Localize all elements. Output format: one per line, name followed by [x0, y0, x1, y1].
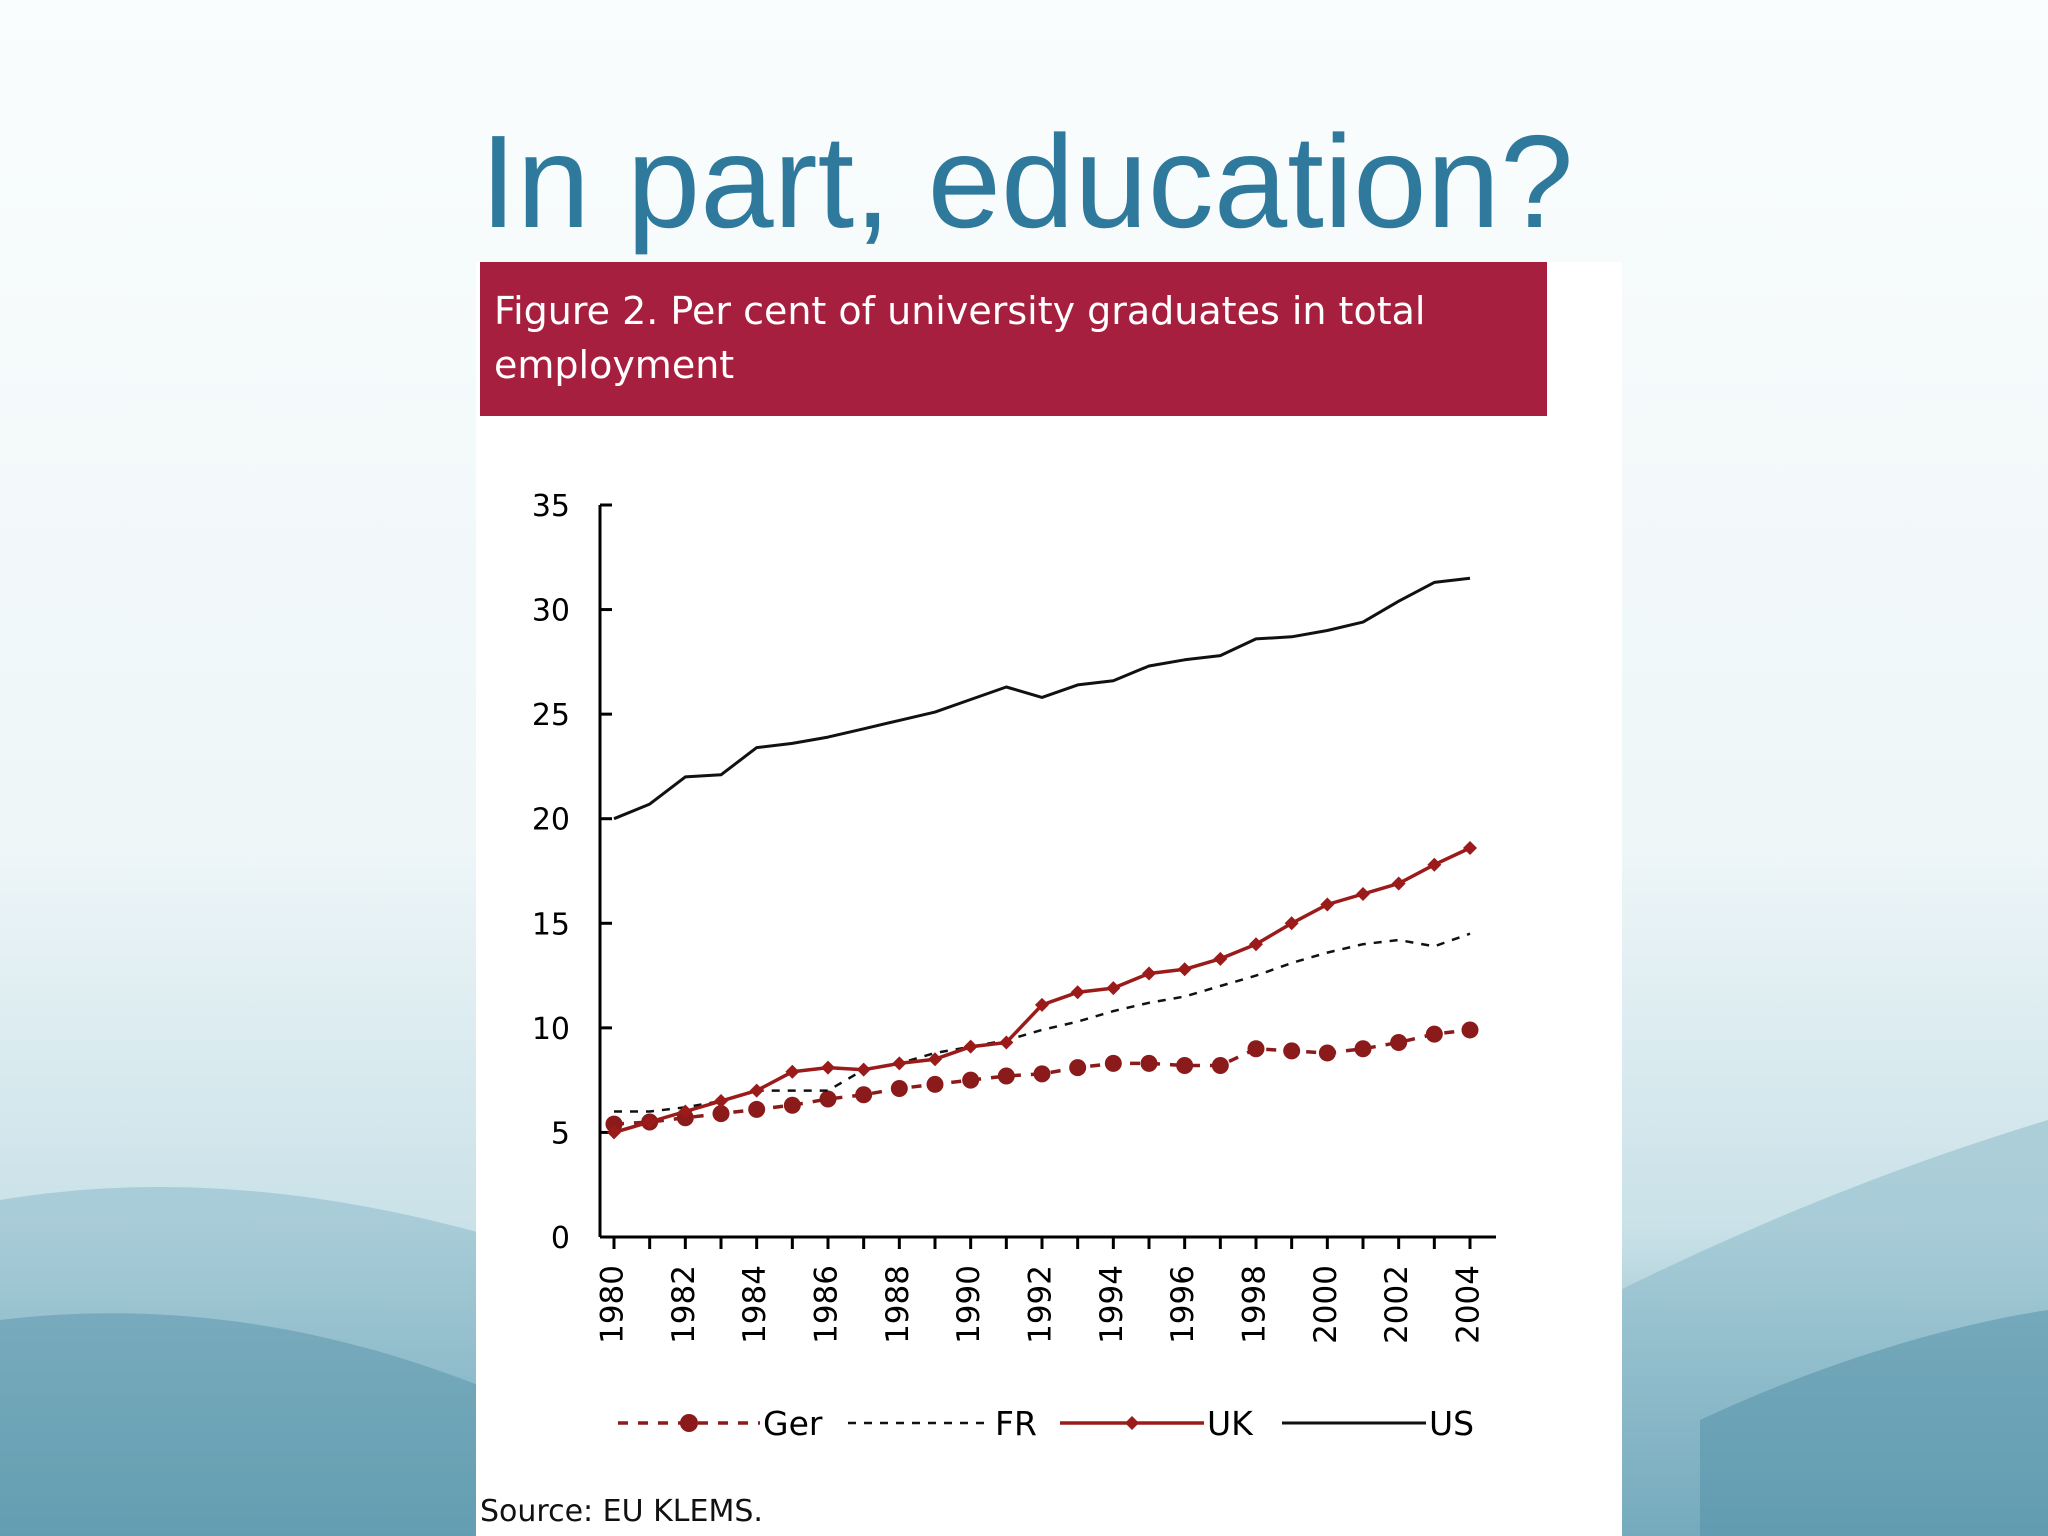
- chart-series: [605, 576, 1479, 1140]
- x-tick-label: 2000: [1308, 1265, 1344, 1344]
- data-point-uk: [1427, 857, 1442, 872]
- data-point-uk: [1142, 966, 1156, 981]
- data-point-uk: [1320, 897, 1335, 912]
- data-point-uk: [856, 1062, 871, 1077]
- x-tick-label: 1990: [951, 1265, 987, 1344]
- data-point-ger: [712, 1105, 730, 1123]
- legend-marker-uk: [1125, 1416, 1139, 1430]
- data-point-uk: [1106, 981, 1121, 996]
- y-tick-label: 25: [532, 698, 570, 733]
- x-tick-label: 1984: [737, 1265, 773, 1344]
- figure-caption-bar: Figure 2. Per cent of university graduat…: [480, 262, 1547, 416]
- data-point-uk: [999, 1035, 1014, 1050]
- data-point-uk: [963, 1039, 978, 1054]
- data-point-uk: [1391, 876, 1406, 891]
- data-point-uk: [1070, 985, 1085, 1000]
- x-tick-label: 1986: [809, 1265, 845, 1344]
- figure-panel: [476, 262, 1622, 1536]
- data-point-uk: [1249, 937, 1263, 952]
- data-point-uk: [1213, 951, 1228, 966]
- data-point-uk: [642, 1114, 657, 1129]
- data-point-ger: [1354, 1040, 1372, 1058]
- legend-label-fr: FR: [995, 1404, 1037, 1443]
- data-point-uk: [714, 1094, 728, 1109]
- data-point-uk: [678, 1104, 693, 1119]
- data-point-ger: [748, 1100, 766, 1118]
- slide-title: In part, education?: [480, 108, 1574, 255]
- data-point-ger: [1283, 1042, 1301, 1060]
- data-point-uk: [1035, 997, 1049, 1012]
- data-point-uk: [821, 1060, 835, 1075]
- data-point-uk: [1356, 887, 1370, 902]
- series-line-fr: [614, 932, 1471, 1113]
- data-point-uk: [1284, 916, 1299, 931]
- data-point-ger: [890, 1080, 908, 1098]
- y-tick-label: 10: [532, 1012, 570, 1047]
- series-line-uk: [613, 846, 1471, 1135]
- data-point-ger: [1176, 1057, 1194, 1075]
- data-point-ger: [1211, 1057, 1229, 1075]
- data-point-uk: [607, 1125, 621, 1140]
- data-point-ger: [1390, 1033, 1408, 1051]
- data-point-ger: [1425, 1025, 1443, 1043]
- x-tick-label: 1998: [1237, 1265, 1273, 1344]
- x-tick-label: 1996: [1165, 1265, 1201, 1344]
- figure-caption: Figure 2. Per cent of university graduat…: [494, 289, 1426, 387]
- y-tick-label: 5: [551, 1116, 570, 1151]
- data-point-ger: [926, 1075, 944, 1093]
- legend-label-uk: UK: [1207, 1404, 1254, 1443]
- x-tick-label: 1988: [880, 1265, 916, 1344]
- y-tick-label: 15: [532, 907, 570, 942]
- data-point-uk: [1177, 962, 1192, 977]
- data-point-ger: [997, 1067, 1015, 1085]
- x-tick-label: 1980: [595, 1265, 631, 1344]
- x-tick-label: 1992: [1023, 1265, 1059, 1344]
- legend-label-us: US: [1429, 1404, 1474, 1443]
- series-line-us: [613, 576, 1471, 821]
- data-point-ger: [1033, 1065, 1051, 1083]
- data-point-ger: [1461, 1021, 1479, 1039]
- data-point-ger: [819, 1090, 837, 1108]
- x-tick-label: 1982: [666, 1265, 702, 1344]
- x-tick-label: 2004: [1451, 1265, 1487, 1344]
- y-tick-label: 35: [532, 489, 570, 524]
- legend-marker-ger: [680, 1414, 698, 1432]
- data-point-ger: [1140, 1054, 1158, 1072]
- chart-axes: 0 5 10 15 20 25 30 35 1980 1982 1984 1986 1988 1990 19…: [532, 489, 1496, 1344]
- chart-legend: Ger FR UK US: [618, 1404, 1474, 1443]
- y-tick-label: 20: [532, 803, 570, 838]
- data-point-uk: [785, 1064, 800, 1079]
- legend-label-ger: Ger: [763, 1404, 823, 1443]
- data-point-ger: [605, 1115, 623, 1133]
- source-note: Source: EU KLEMS.: [480, 1494, 763, 1529]
- data-point-uk: [749, 1083, 764, 1098]
- data-point-uk: [928, 1052, 942, 1067]
- data-point-uk: [892, 1056, 907, 1071]
- data-point-ger: [783, 1096, 801, 1114]
- y-tick-label: 30: [532, 594, 570, 629]
- x-tick-label: 1994: [1094, 1265, 1130, 1344]
- data-point-uk: [1463, 840, 1477, 855]
- data-point-ger: [962, 1071, 980, 1089]
- x-tick-label: 2002: [1379, 1265, 1415, 1344]
- data-point-ger: [1104, 1054, 1122, 1072]
- y-tick-label: 0: [551, 1221, 570, 1256]
- data-point-ger: [1247, 1040, 1265, 1058]
- data-point-ger: [855, 1086, 873, 1104]
- data-point-ger: [1318, 1044, 1336, 1062]
- data-point-ger: [1069, 1059, 1087, 1077]
